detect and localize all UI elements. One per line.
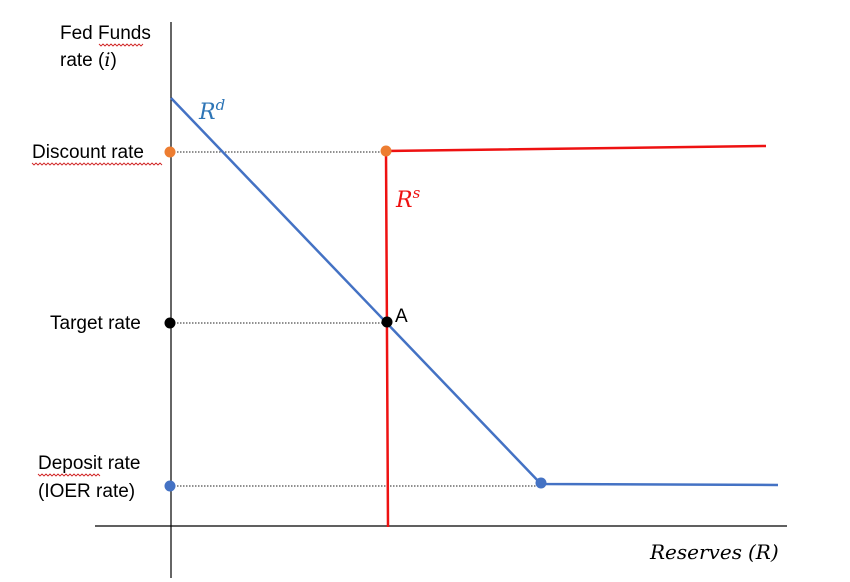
deposit-rate-label: Deposit rate (38, 453, 140, 474)
target-rate-dot (164, 317, 176, 329)
x-axis-title: Reserves (R) (649, 540, 779, 564)
demand-kink-dot (535, 477, 547, 489)
y-axis-title-line2: rate (i) (60, 49, 117, 71)
demand-curve (170, 97, 779, 487)
supply-curve (384, 144, 767, 528)
demand-curve-label: Rd (198, 96, 225, 125)
supply-kink-dot (380, 145, 392, 157)
spellcheck-underline-funds (98, 43, 144, 47)
target-rate-label: Target rate (50, 313, 141, 334)
spellcheck-underline-deposit (37, 473, 101, 477)
spellcheck-underline-discount (31, 162, 163, 166)
equilibrium-label: A (395, 306, 408, 327)
discount-rate-dot (164, 146, 176, 158)
equilibrium-dot (381, 316, 393, 328)
discount-rate-label: Discount rate (32, 142, 144, 163)
deposit-rate-dot (164, 480, 176, 492)
supply-curve-label: Rs (395, 184, 421, 213)
ioer-rate-label: (IOER rate) (38, 481, 135, 502)
y-axis-title-line1: Fed Funds (60, 23, 151, 44)
